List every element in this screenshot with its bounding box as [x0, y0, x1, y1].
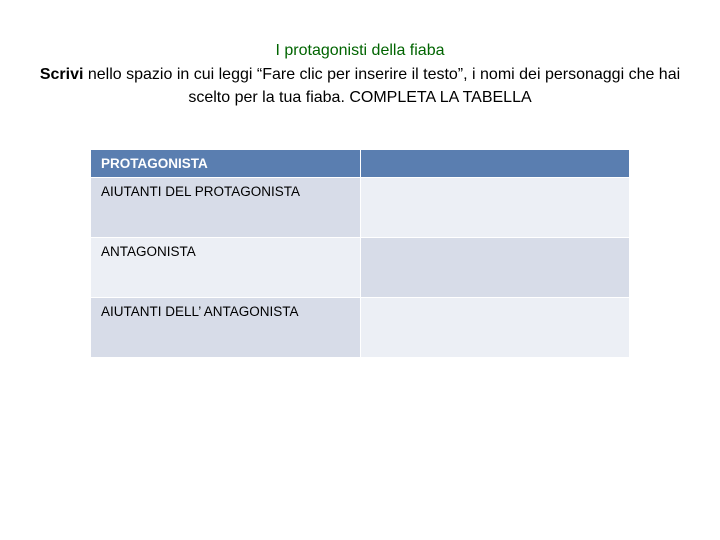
table-row: PROTAGONISTA	[91, 150, 630, 178]
instruction-text: nello spazio in cui leggi “Fare clic per…	[83, 66, 680, 105]
instruction-bold: Scrivi	[40, 66, 84, 83]
table-row: ANTAGONISTA	[91, 238, 630, 298]
row-value-aiutanti-protagonista[interactable]	[360, 178, 630, 238]
page-title: I protagonisti della fiaba	[24, 40, 696, 62]
row-value-aiutanti-antagonista[interactable]	[360, 298, 630, 358]
row-label-antagonista: ANTAGONISTA	[91, 238, 361, 298]
characters-table: PROTAGONISTA AIUTANTI DEL PROTAGONISTA A…	[90, 149, 630, 358]
row-label-aiutanti-protagonista: AIUTANTI DEL PROTAGONISTA	[91, 178, 361, 238]
row-label-protagonista: PROTAGONISTA	[91, 150, 361, 178]
row-label-aiutanti-antagonista: AIUTANTI DELL’ ANTAGONISTA	[91, 298, 361, 358]
row-value-antagonista[interactable]	[360, 238, 630, 298]
heading-block: I protagonisti della fiaba Scrivi nello …	[0, 0, 720, 109]
table-row: AIUTANTI DEL PROTAGONISTA	[91, 178, 630, 238]
instructions: Scrivi nello spazio in cui leggi “Fare c…	[24, 64, 696, 109]
table-row: AIUTANTI DELL’ ANTAGONISTA	[91, 298, 630, 358]
characters-table-wrap: PROTAGONISTA AIUTANTI DEL PROTAGONISTA A…	[90, 149, 630, 358]
row-value-protagonista[interactable]	[360, 150, 630, 178]
